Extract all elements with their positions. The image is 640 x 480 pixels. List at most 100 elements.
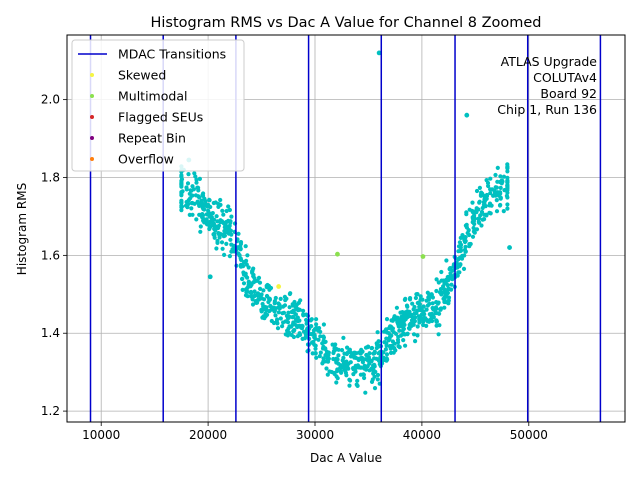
scatter-point — [421, 304, 426, 309]
scatter-point — [248, 281, 253, 286]
legend-label-3: Flagged SEUs — [118, 110, 203, 125]
scatter-point — [392, 341, 397, 346]
scatter-point — [372, 386, 378, 391]
scatter-point — [200, 192, 205, 198]
y-tick-label-3: 1.8 — [41, 170, 60, 184]
scatter-point — [220, 246, 225, 251]
scatter-point — [342, 351, 347, 356]
scatter-point — [190, 184, 195, 189]
x-tick-label-2: 30000 — [296, 428, 334, 442]
scatter-point — [407, 297, 413, 302]
scatter-point — [355, 378, 360, 383]
scatter-point — [425, 290, 430, 295]
scatter-point — [458, 245, 463, 250]
scatter-point — [494, 198, 499, 203]
scatter-point — [261, 288, 266, 293]
scatter-point — [216, 223, 221, 228]
scatter-point — [190, 200, 195, 206]
scatter-point — [395, 337, 401, 342]
scatter-point — [448, 271, 453, 276]
scatter-point — [253, 299, 259, 304]
scatter-point — [269, 318, 274, 324]
special-point-4 — [335, 251, 340, 257]
scatter-point — [460, 234, 465, 239]
scatter-point — [301, 308, 306, 313]
scatter-point — [212, 235, 217, 240]
scatter-point — [325, 359, 330, 364]
scatter-point — [194, 217, 199, 222]
special-point-2 — [507, 245, 512, 250]
scatter-point — [479, 223, 484, 228]
scatter-point — [313, 351, 318, 356]
scatter-point — [302, 336, 307, 341]
scatter-point — [287, 291, 292, 297]
scatter-point — [457, 270, 462, 275]
scatter-point — [403, 343, 408, 348]
scatter-point — [494, 209, 500, 214]
scatter-point — [363, 345, 369, 350]
scatter-point — [447, 267, 452, 272]
scatter-point — [411, 322, 416, 327]
scatter-point — [309, 317, 314, 322]
scatter-point — [334, 360, 339, 365]
scatter-point — [339, 370, 344, 375]
scatter-point — [477, 200, 482, 205]
scatter-point — [334, 374, 339, 379]
scatter-point — [179, 190, 184, 195]
scatter-point — [341, 335, 346, 340]
scatter-point — [472, 230, 477, 235]
scatter-point — [275, 317, 280, 322]
scatter-point — [292, 327, 297, 333]
scatter-point — [264, 293, 270, 299]
scatter-point — [499, 178, 504, 183]
scatter-point — [301, 312, 306, 317]
scatter-point — [413, 295, 418, 301]
scatter-point — [228, 237, 233, 242]
scatter-point — [411, 332, 417, 337]
scatter-point — [199, 198, 204, 203]
scatter-point — [464, 222, 469, 227]
scatter-point — [428, 317, 433, 322]
scatter-point — [495, 179, 500, 184]
scatter-point — [401, 326, 406, 331]
scatter-point — [226, 231, 231, 236]
scatter-point — [341, 355, 346, 360]
scatter-point — [470, 200, 475, 205]
x-tick-label-0: 10000 — [82, 428, 120, 442]
scatter-point — [250, 268, 255, 273]
scatter-point — [495, 165, 500, 170]
scatter-point — [484, 178, 489, 183]
scatter-point — [238, 262, 244, 267]
scatter-point — [321, 322, 326, 327]
scatter-point — [415, 324, 420, 329]
y-tick-label-1: 1.4 — [41, 326, 60, 340]
scatter-point — [420, 297, 425, 302]
scatter-point — [289, 309, 294, 315]
scatter-point — [463, 249, 468, 254]
scatter-point — [192, 171, 197, 176]
scatter-point — [196, 185, 201, 190]
y-tick-label-4: 2.0 — [41, 93, 60, 107]
scatter-point — [375, 372, 381, 378]
scatter-point — [505, 180, 510, 185]
scatter-point — [290, 322, 295, 327]
scatter-point — [221, 234, 226, 239]
scatter-point — [240, 287, 245, 292]
scatter-point — [193, 174, 198, 179]
scatter-point — [454, 262, 460, 267]
scatter-point — [472, 215, 477, 220]
scatter-point — [295, 318, 300, 323]
scatter-point — [211, 232, 216, 237]
scatter-point — [280, 324, 285, 329]
scatter-point — [459, 256, 465, 261]
scatter-point — [316, 328, 321, 333]
scatter-point — [295, 334, 300, 339]
scatter-point — [394, 305, 399, 310]
scatter-point — [231, 243, 236, 248]
scatter-point — [210, 211, 215, 216]
scatter-point — [194, 180, 199, 185]
scatter-point — [221, 212, 226, 217]
scatter-point — [405, 309, 410, 314]
scatter-point — [228, 219, 233, 224]
scatter-point — [193, 193, 198, 198]
